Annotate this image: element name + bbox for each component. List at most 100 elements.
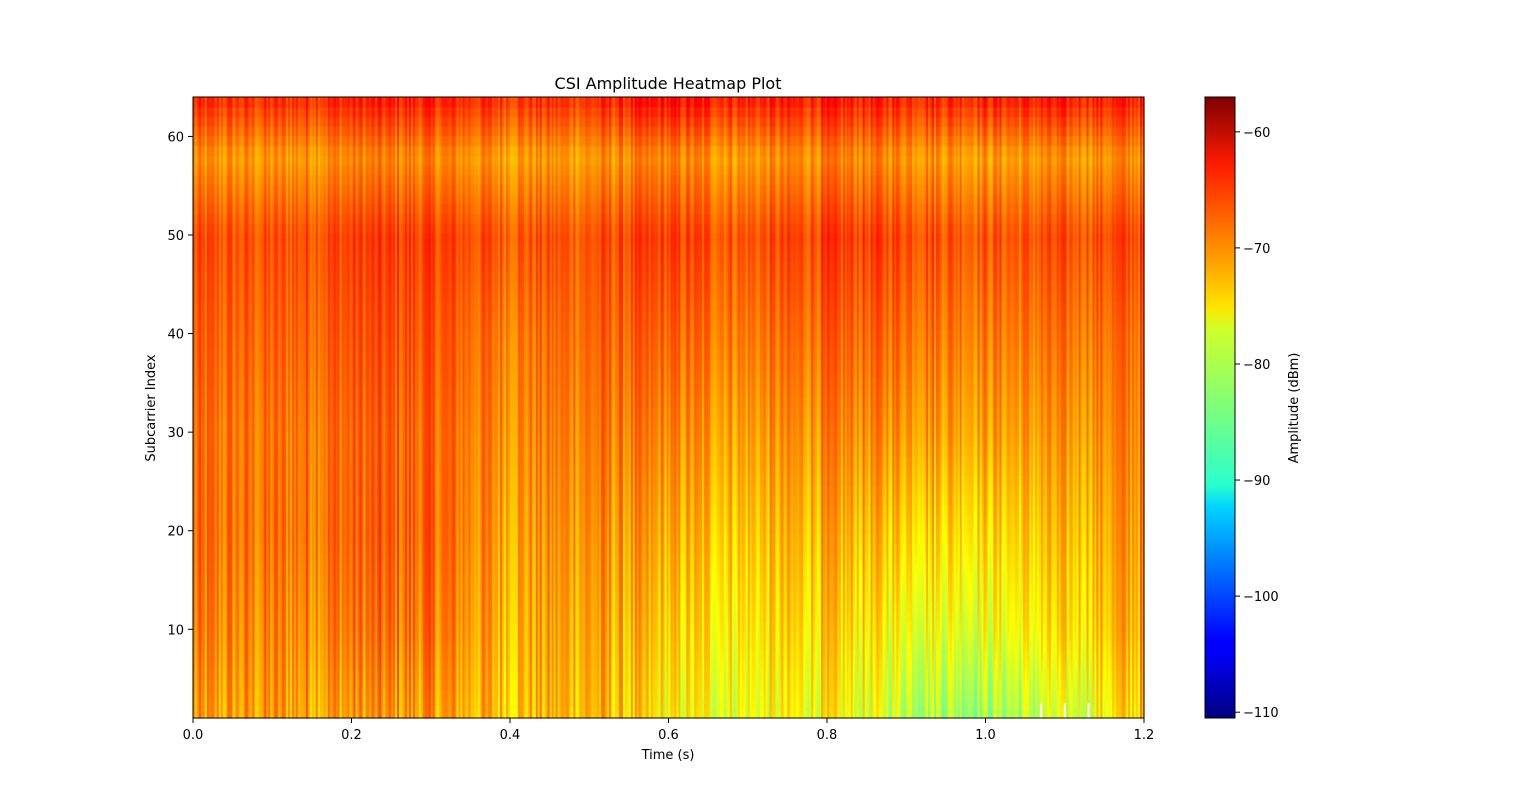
heatmap-cell [262, 650, 265, 661]
heatmap-cell [236, 485, 240, 496]
heatmap-cell [280, 388, 283, 399]
heatmap-cell [266, 562, 269, 574]
heatmap-cell [206, 601, 210, 612]
heatmap-cell [228, 679, 232, 690]
heatmap-cell [193, 446, 196, 457]
heatmap-cell [272, 688, 275, 700]
heatmap-cell [236, 232, 240, 244]
heatmap-cell [232, 388, 236, 399]
heatmap-cell [222, 97, 226, 108]
heatmap-cell [222, 164, 226, 176]
heatmap-cell [256, 261, 259, 273]
heatmap-cell [274, 203, 277, 215]
heatmap-cell [214, 155, 218, 166]
heatmap-cell [266, 465, 269, 477]
heatmap-cell [204, 329, 208, 341]
heatmap-cell [252, 698, 256, 709]
heatmap-cell [218, 562, 222, 574]
heatmap-cell [198, 97, 202, 108]
heatmap-cell [260, 339, 263, 350]
heatmap-cell [250, 446, 254, 457]
heatmap-cell [240, 164, 244, 176]
heatmap-cell [234, 698, 238, 709]
heatmap-cell [240, 155, 244, 166]
heatmap-cell [268, 494, 271, 506]
heatmap-cell [230, 116, 234, 127]
heatmap-cell [242, 213, 246, 224]
heatmap-cell [206, 378, 210, 389]
heatmap-cell [274, 116, 277, 127]
heatmap-cell [254, 456, 257, 467]
heatmap-cell [274, 329, 277, 341]
heatmap-cell [206, 475, 210, 486]
heatmap-cell [268, 504, 271, 515]
heatmap-cell [254, 261, 257, 273]
heatmap-cell [210, 514, 214, 525]
heatmap-cell [278, 174, 281, 185]
heatmap-cell [230, 669, 234, 680]
heatmap-cell [252, 523, 256, 535]
heatmap-cell [250, 543, 254, 554]
heatmap-cell [193, 659, 196, 671]
heatmap-cell [193, 562, 196, 574]
heatmap-cell [236, 145, 240, 156]
heatmap-cell [224, 485, 228, 496]
heatmap-cell [234, 601, 238, 612]
heatmap-cell [194, 291, 198, 302]
heatmap-cell [212, 708, 216, 719]
heatmap-cell [206, 213, 210, 224]
heatmap-cell [268, 698, 271, 709]
heatmap-cell [234, 669, 238, 680]
heatmap-cell [254, 708, 257, 719]
heatmap-cell [264, 97, 267, 108]
heatmap-cell [260, 358, 263, 370]
heatmap-cell [252, 252, 256, 263]
heatmap-cell [274, 640, 277, 651]
heatmap-cell [256, 232, 259, 244]
heatmap-cell [212, 533, 216, 544]
heatmap-cell [246, 397, 250, 409]
heatmap-cell [200, 126, 204, 137]
heatmap-cell [198, 698, 202, 709]
heatmap-cell [280, 164, 283, 176]
heatmap-cell [242, 358, 246, 370]
heatmap-cell [266, 116, 269, 127]
heatmap-cell [244, 553, 248, 564]
heatmap-cell [218, 426, 222, 438]
heatmap-cell [272, 485, 275, 496]
heatmap-cell [224, 426, 228, 438]
heatmap-cell [244, 388, 248, 399]
heatmap-cell [224, 155, 228, 166]
heatmap-cell [244, 378, 248, 389]
heatmap-cell [234, 426, 238, 438]
heatmap-cell [276, 417, 279, 428]
heatmap-cell [244, 698, 248, 709]
heatmap-cell [216, 533, 220, 544]
heatmap-cell [268, 203, 271, 215]
heatmap-cell [280, 232, 283, 244]
heatmap-cell [266, 475, 269, 486]
heatmap-cell [252, 261, 256, 273]
heatmap-cell [210, 261, 214, 273]
heatmap-cell [206, 485, 210, 496]
heatmap-cell [204, 698, 208, 709]
heatmap-cell [234, 485, 238, 496]
heatmap-cell [268, 475, 271, 486]
heatmap-cell [262, 135, 265, 147]
heatmap-cell [218, 591, 222, 603]
heatmap-cell [214, 329, 218, 341]
heatmap-cell [230, 329, 234, 341]
heatmap-cell [216, 698, 220, 709]
heatmap-cell [236, 310, 240, 321]
heatmap-cell [234, 688, 238, 700]
heatmap-cell [248, 543, 252, 554]
heatmap-cell [270, 708, 273, 719]
heatmap-cell [262, 320, 265, 331]
heatmap-cell [256, 494, 259, 506]
heatmap-cell [262, 504, 265, 515]
heatmap-cell [254, 378, 257, 389]
heatmap-cell [244, 572, 248, 583]
heatmap-cell [270, 194, 273, 205]
heatmap-cell [264, 601, 267, 612]
heatmap-cell [256, 708, 259, 719]
